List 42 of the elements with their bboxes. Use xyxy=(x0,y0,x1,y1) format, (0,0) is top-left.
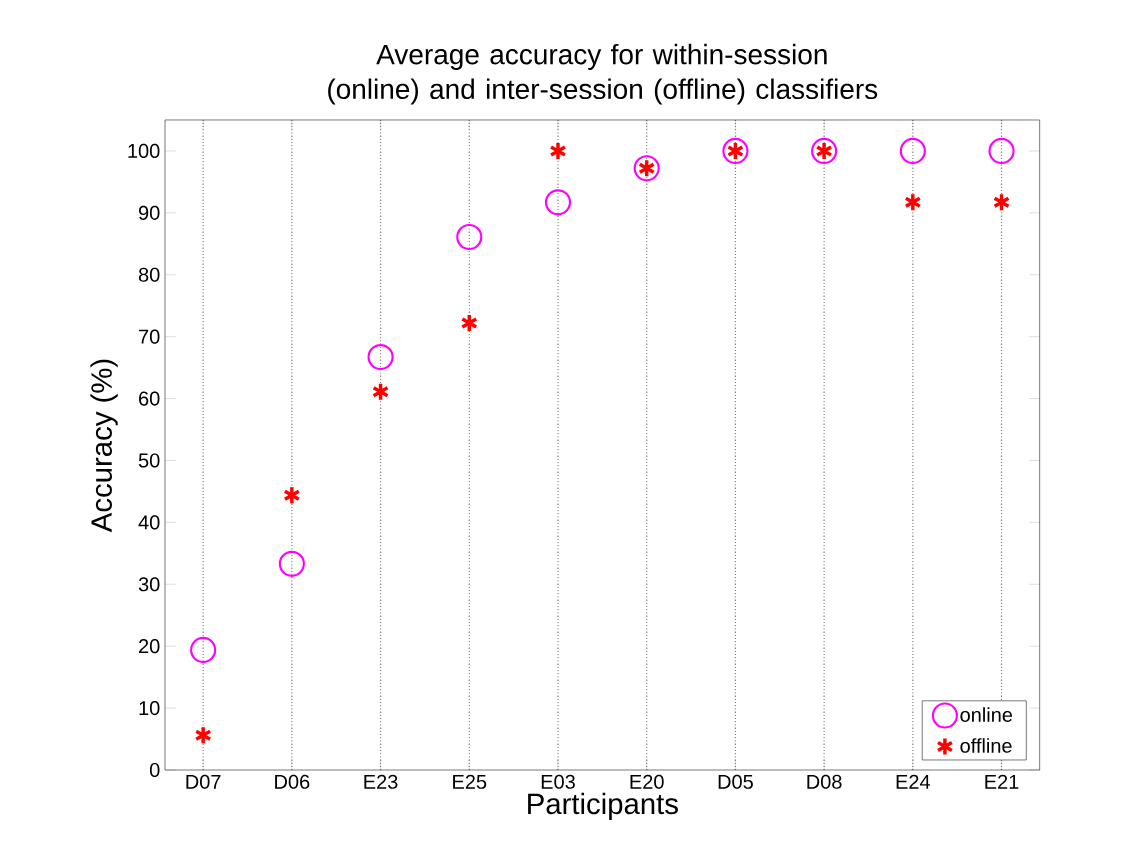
x-tick-label: E03 xyxy=(541,774,575,789)
chart-title: Average accuracy for within-session (online) and inter-session (offline) classifiers xyxy=(328,43,878,105)
x-tick-label: E23 xyxy=(364,774,398,789)
x-tick-label: D07 xyxy=(186,774,221,789)
point xyxy=(544,189,572,216)
y-tick-label: 100 xyxy=(128,143,160,159)
x-tick-label: E24 xyxy=(896,774,931,789)
y-tick-label: 50 xyxy=(138,453,160,468)
point xyxy=(988,137,1015,165)
point xyxy=(904,192,922,213)
y-tick-label: 90 xyxy=(138,205,160,220)
point xyxy=(633,155,660,182)
y-axis-title: Accuracy (%) xyxy=(90,359,118,533)
y-tick-label: 40 xyxy=(138,515,160,530)
y-tick-label: 80 xyxy=(138,267,160,282)
point xyxy=(899,137,926,165)
x-axis-title: Participants xyxy=(528,792,678,821)
point xyxy=(367,344,394,371)
y-tick-label: 10 xyxy=(139,701,160,716)
legend-label: online xyxy=(960,707,1013,722)
x-tick-label: D06 xyxy=(275,774,310,789)
y-tick-label: 70 xyxy=(139,329,160,344)
point xyxy=(371,382,390,402)
x-tick-label: E25 xyxy=(453,774,487,789)
legend-label: offline xyxy=(960,738,1012,753)
point xyxy=(190,636,217,663)
y-tick-label: 30 xyxy=(138,577,160,592)
point xyxy=(456,223,483,251)
x-tick-label: E20 xyxy=(630,774,664,789)
point xyxy=(194,725,212,746)
x-tick-label: D05 xyxy=(718,774,753,789)
point xyxy=(283,485,301,505)
point xyxy=(992,192,1011,213)
point xyxy=(811,137,838,165)
point xyxy=(460,313,478,333)
point xyxy=(278,550,305,577)
x-tick-label: E21 xyxy=(985,774,1019,789)
point xyxy=(549,141,567,161)
y-tick-label: 20 xyxy=(139,639,160,654)
y-tick-label: 60 xyxy=(139,391,160,406)
x-tick-label: D08 xyxy=(807,774,842,789)
y-tick-label: 0 xyxy=(149,762,160,778)
